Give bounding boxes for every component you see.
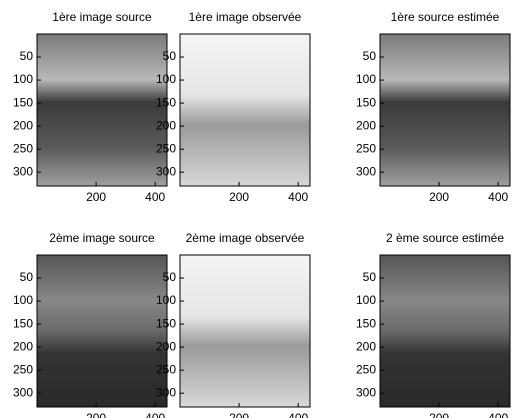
x-tick-label: 400 — [488, 411, 508, 418]
y-tick-label: 200 — [356, 339, 376, 353]
image — [37, 255, 167, 407]
y-tick-label: 50 — [363, 49, 377, 63]
x-tick-label: 400 — [145, 411, 165, 418]
panel-title: 1ère source estimée — [391, 10, 500, 24]
y-tick-label: 50 — [363, 270, 377, 284]
y-tick-label: 250 — [356, 362, 376, 376]
y-tick-label: 200 — [356, 118, 376, 132]
panel-title: 1ère image observée — [189, 10, 302, 24]
image — [180, 34, 310, 186]
y-tick-label: 100 — [13, 72, 33, 86]
x-tick-label: 400 — [145, 190, 165, 204]
panel-title: 2 ème source estimée — [386, 231, 504, 245]
y-tick-label: 200 — [13, 339, 33, 353]
image — [37, 34, 167, 186]
x-tick-label: 200 — [86, 190, 106, 204]
panel-title: 1ère image source — [52, 10, 152, 24]
x-tick-label: 400 — [288, 190, 308, 204]
panel-title: 2ème image source — [49, 231, 155, 245]
y-tick-label: 100 — [356, 293, 376, 307]
y-tick-label: 50 — [163, 270, 177, 284]
y-tick-label: 100 — [356, 72, 376, 86]
panel-title: 2ème image observée — [186, 231, 305, 245]
y-tick-label: 50 — [20, 270, 34, 284]
y-tick-label: 200 — [156, 118, 176, 132]
x-tick-label: 200 — [429, 411, 449, 418]
image — [380, 34, 510, 186]
figure: 1ère image source 50 100 150 200 250 300 200 400… — [0, 0, 513, 418]
x-tick-label: 200 — [229, 411, 249, 418]
y-tick-label: 250 — [156, 362, 176, 376]
y-tick-label: 250 — [13, 362, 33, 376]
y-tick-label: 200 — [13, 118, 33, 132]
x-tick-label: 200 — [229, 190, 249, 204]
y-tick-label: 50 — [20, 49, 34, 63]
y-tick-label: 150 — [156, 95, 176, 109]
y-tick-label: 50 — [163, 49, 177, 63]
image — [180, 255, 310, 407]
y-tick-label: 150 — [13, 95, 33, 109]
y-tick-label: 300 — [13, 164, 33, 178]
y-tick-label: 250 — [356, 141, 376, 155]
x-tick-label: 200 — [429, 190, 449, 204]
x-tick-label: 400 — [288, 411, 308, 418]
y-tick-label: 250 — [13, 141, 33, 155]
x-tick-label: 200 — [86, 411, 106, 418]
y-tick-label: 300 — [13, 385, 33, 399]
y-tick-label: 150 — [13, 316, 33, 330]
y-tick-label: 100 — [156, 72, 176, 86]
y-tick-label: 300 — [156, 385, 176, 399]
y-tick-label: 300 — [356, 164, 376, 178]
y-tick-label: 150 — [356, 95, 376, 109]
y-tick-label: 100 — [13, 293, 33, 307]
y-tick-label: 100 — [156, 293, 176, 307]
y-tick-label: 300 — [356, 385, 376, 399]
y-tick-label: 200 — [156, 339, 176, 353]
y-tick-label: 150 — [156, 316, 176, 330]
x-tick-label: 400 — [488, 190, 508, 204]
image — [380, 255, 510, 407]
y-tick-label: 300 — [156, 164, 176, 178]
y-tick-label: 250 — [156, 141, 176, 155]
y-tick-label: 150 — [356, 316, 376, 330]
